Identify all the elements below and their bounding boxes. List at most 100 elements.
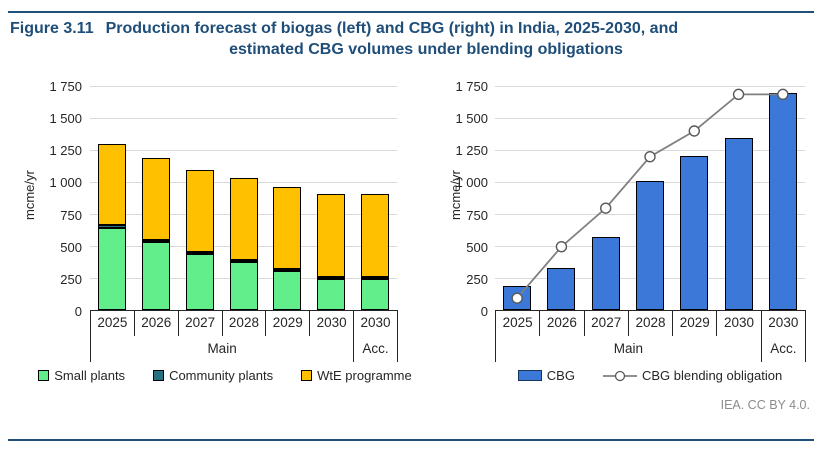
legend-label: CBG blending obligation (641, 368, 783, 383)
x-axis-year-label: 2030 (762, 310, 806, 336)
bar-segment (229, 262, 258, 310)
y-tick-label: 0 (480, 304, 488, 319)
bar-stack (229, 177, 258, 310)
x-axis-years: 2025 2026 2027 2028 2029 2030 2030 (91, 310, 398, 336)
x-axis: 2025 2026 2027 2028 2029 2030 2030 Main Acc. (90, 310, 398, 362)
gridline (495, 149, 805, 151)
legend-label: CBG (546, 368, 575, 383)
bottom-rule (8, 439, 814, 441)
x-axis-year-label: 2028 (223, 310, 267, 336)
x-axis-group-label: Acc. (762, 336, 806, 362)
bar-segment (273, 186, 302, 270)
y-tick-label: 1 000 (455, 175, 488, 191)
bar-stack (97, 144, 126, 310)
bar-stack (141, 158, 170, 310)
bar-segment (185, 254, 214, 310)
legend-swatch-icon (517, 370, 542, 381)
plot-area (90, 85, 397, 311)
bar-segment (229, 260, 258, 263)
legend-line-marker-icon (602, 370, 637, 381)
plot-area (495, 85, 805, 311)
line-marker (644, 151, 656, 163)
legend: CBG CBG blending obligation (495, 368, 805, 383)
bar-stack (768, 93, 797, 310)
x-axis: 2025 2026 2027 2028 2029 2030 2030 Main Acc. (495, 310, 806, 362)
y-tick-label: 500 (466, 239, 488, 255)
x-axis-years: 2025 2026 2027 2028 2029 2030 2030 (496, 310, 806, 336)
bar-segment (141, 239, 170, 242)
bar-segment (97, 225, 126, 228)
legend-item: Small plants (38, 368, 125, 383)
legend: Small plants Community plants WtE programm… (20, 368, 430, 383)
bar-stack (547, 267, 576, 310)
legend-swatch-icon (301, 370, 313, 381)
bar-segment (547, 267, 576, 310)
y-tick-label: 250 (466, 271, 488, 287)
bar-segment (273, 269, 302, 272)
bar-segment (97, 227, 126, 310)
bar-segment (273, 271, 302, 310)
bar-stack (636, 181, 664, 310)
bar-segment (724, 137, 753, 310)
y-tick-label: 1 500 (455, 111, 488, 127)
bar-stack (361, 193, 390, 310)
bar-stack (185, 169, 214, 310)
gridline (90, 117, 397, 119)
x-axis-year-label: 2030 (354, 310, 398, 336)
line-marker (600, 202, 612, 214)
x-axis-year-label: 2025 (91, 310, 135, 336)
y-tick-label: 1 500 (49, 111, 82, 127)
obligation-line-layer (511, 88, 789, 304)
figure-title-text: Production forecast of biogas (left) and… (105, 20, 679, 37)
x-axis-year-label: 2030 (310, 310, 355, 336)
line-marker (555, 241, 568, 253)
line-marker (688, 125, 700, 137)
bar-segment (680, 155, 709, 310)
bar-segment (141, 158, 170, 240)
bar-segment (768, 93, 797, 310)
figure-title: Figure 3.11 Production forecast of bioga… (10, 18, 812, 60)
y-tick-label: 500 (60, 239, 82, 255)
bar-stack (724, 137, 753, 310)
bar-segment (185, 252, 214, 255)
gridline (495, 85, 805, 87)
bar-segment (317, 193, 346, 278)
figure-title-line2: estimated CBG volumes under blending obl… (229, 41, 623, 58)
x-axis-year-label: 2027 (179, 310, 223, 336)
bar-stack (680, 155, 709, 310)
legend-label: Small plants (54, 368, 126, 383)
bar-stack (273, 186, 302, 310)
y-tick-label: 250 (60, 271, 82, 287)
y-tick-label: 1 250 (49, 143, 82, 159)
top-rule (8, 11, 814, 13)
x-axis-groups: Main Acc. (496, 336, 806, 362)
bar-segment (361, 277, 390, 280)
x-axis-group-label: Main (496, 336, 762, 362)
bar-stack (317, 193, 346, 310)
gridline (90, 85, 397, 87)
gridline (495, 117, 805, 119)
x-axis-year-label: 2030 (717, 310, 762, 336)
bar-segment (317, 279, 346, 310)
x-axis-year-label: 2025 (496, 310, 541, 336)
bar-segment (317, 277, 346, 280)
credit-text: IEA. CC BY 4.0. (720, 398, 810, 412)
legend-item: CBG (517, 368, 575, 383)
legend-label: WtE programme (317, 368, 412, 383)
bar-segment (591, 236, 620, 310)
x-axis-groups: Main Acc. (91, 336, 398, 362)
bar-segment (636, 181, 664, 310)
cbg-chart: mcme/yr 0 250 500 750 1 000 1 250 1 500 1 750 2… (430, 70, 822, 400)
gridline (90, 149, 397, 151)
figure-label: Figure 3.11 (10, 20, 94, 37)
figure-title-line1: Figure 3.11 Production forecast of bioga… (10, 18, 812, 39)
bar-stack (591, 236, 620, 310)
bar-segment (185, 169, 214, 253)
legend-label: Community plants (169, 368, 274, 383)
y-tick-label: 750 (466, 207, 488, 223)
x-axis-year-label: 2029 (673, 310, 718, 336)
y-tick-labels: 0 250 500 750 1 000 1 250 1 500 1 750 (30, 79, 82, 319)
legend-item: Community plants (153, 368, 273, 383)
y-tick-label: 1 000 (49, 175, 82, 191)
